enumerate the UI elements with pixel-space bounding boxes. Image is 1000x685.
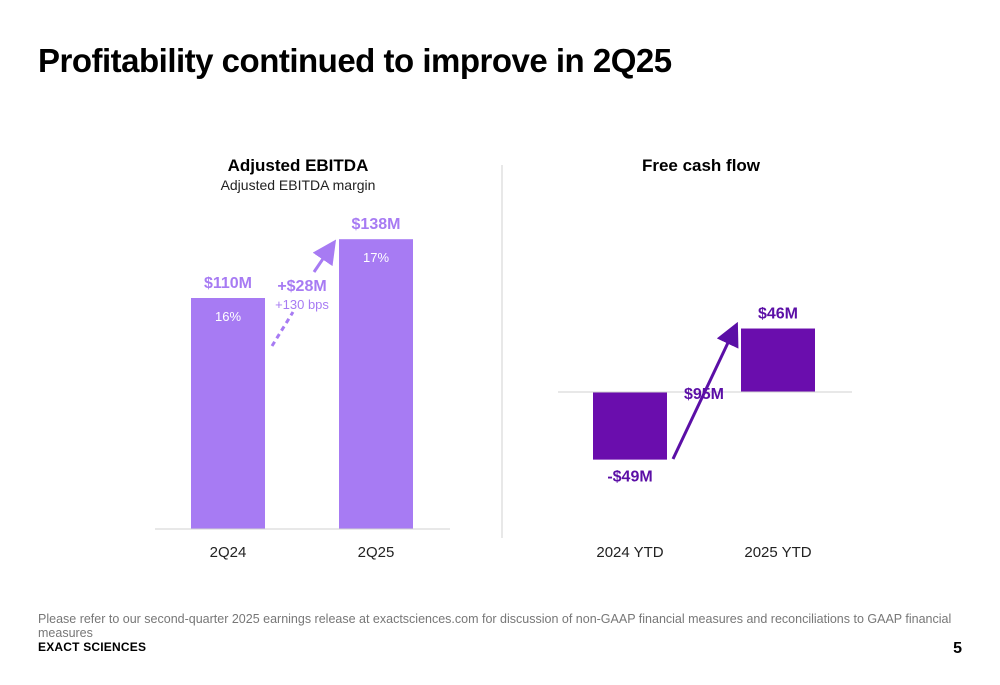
ebitda-delta-sublabel: +130 bps xyxy=(275,297,329,312)
ebitda-value-label: $110M xyxy=(204,275,252,292)
ebitda-margin-label: 16% xyxy=(215,309,241,324)
fcf-marks: -$49M 2024 YTD $46M 2025 YTD xyxy=(593,306,815,561)
ebitda-category-label: 2Q25 xyxy=(358,544,395,561)
page-number: 5 xyxy=(953,640,962,657)
page-title: Profitability continued to improve in 2Q… xyxy=(38,42,672,79)
ebitda-category-label: 2Q24 xyxy=(210,544,247,561)
ebitda-growth-arrow-upper xyxy=(312,239,337,273)
ebitda-chart-subtitle: Adjusted EBITDA margin xyxy=(221,177,376,193)
ebitda-bar-2q24 xyxy=(191,298,265,529)
fcf-swing-arrow xyxy=(671,321,739,460)
fcf-bar-2025-ytd xyxy=(741,328,815,392)
fcf-value-label: $46M xyxy=(758,306,798,323)
ebitda-chart-title: Adjusted EBITDA xyxy=(228,156,369,175)
brand-logo-text: EXACT SCIENCES xyxy=(38,640,147,654)
ebitda-bar-2q25 xyxy=(339,239,413,529)
fcf-chart-title: Free cash flow xyxy=(642,156,761,175)
ebitda-value-label: $138M xyxy=(352,216,401,233)
fcf-category-label: 2025 YTD xyxy=(744,544,811,561)
ebitda-marks: $110M 16% 2Q24 $138M 17% 2Q25 xyxy=(191,216,413,561)
fcf-bar-2024-ytd xyxy=(593,392,667,460)
fcf-chart: Free cash flow -$49M 2024 YTD $46M 2025 YTD… xyxy=(558,156,852,561)
ebitda-delta-label: +$28M xyxy=(277,278,326,295)
fcf-value-label: -$49M xyxy=(607,469,652,486)
fcf-category-label: 2024 YTD xyxy=(596,544,663,561)
footnote: Please refer to our second-quarter 2025 … xyxy=(38,612,952,640)
ebitda-chart: Adjusted EBITDA Adjusted EBITDA margin $… xyxy=(155,156,450,561)
ebitda-margin-label: 17% xyxy=(363,250,389,265)
ebitda-growth-arrow xyxy=(270,311,295,347)
fcf-delta-label: $95M xyxy=(684,386,724,403)
